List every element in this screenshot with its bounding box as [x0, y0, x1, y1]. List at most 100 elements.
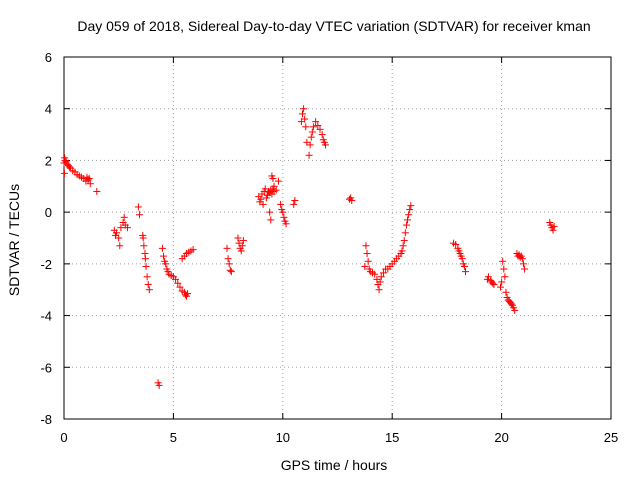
data-point	[117, 224, 125, 232]
data-point	[379, 269, 387, 277]
data-point	[362, 242, 370, 250]
data-point	[234, 234, 242, 242]
data-point	[227, 268, 235, 276]
data-point	[279, 208, 287, 216]
data-point	[238, 242, 246, 250]
data-point	[139, 234, 147, 242]
data-point	[550, 222, 558, 230]
data-point	[172, 275, 180, 283]
data-point	[348, 197, 356, 205]
x-tick-label: 20	[494, 430, 508, 445]
data-point	[142, 262, 150, 270]
data-point	[239, 237, 247, 245]
data-point	[266, 208, 274, 216]
data-point	[452, 240, 460, 248]
data-point	[160, 252, 168, 260]
y-axis: -8 -6 -4 -2 0 2 4 6	[40, 50, 611, 427]
chart-title: Day 059 of 2018, Sidereal Day-to-day VTE…	[77, 18, 590, 34]
data-point	[145, 286, 153, 294]
data-point	[162, 260, 170, 268]
data-series-sdtvar	[60, 105, 558, 389]
y-tick-label: 2	[45, 153, 52, 168]
data-point	[291, 197, 299, 205]
data-point	[376, 278, 384, 286]
data-point	[93, 187, 101, 195]
data-point	[135, 211, 143, 219]
data-point	[407, 202, 415, 210]
data-point	[223, 244, 231, 252]
x-tick-label: 5	[170, 430, 177, 445]
data-point	[377, 273, 385, 281]
data-point	[371, 270, 379, 278]
data-point	[144, 281, 152, 289]
data-point	[497, 283, 505, 291]
data-point	[399, 242, 407, 250]
data-point	[174, 279, 182, 287]
data-point	[458, 255, 466, 263]
data-point	[502, 288, 510, 296]
data-point	[143, 273, 151, 281]
data-point	[507, 300, 515, 308]
data-point	[460, 262, 468, 270]
data-point	[257, 195, 265, 203]
data-point	[226, 266, 234, 274]
data-point	[401, 229, 409, 237]
data-point	[272, 186, 280, 194]
data-point	[300, 105, 308, 113]
x-tick-label: 0	[60, 430, 67, 445]
data-point	[501, 273, 509, 281]
data-point	[484, 273, 492, 281]
data-point	[237, 247, 245, 255]
data-point	[521, 265, 529, 273]
data-point	[61, 154, 69, 162]
data-point	[312, 118, 320, 126]
y-tick-label: 0	[45, 205, 52, 220]
data-point	[305, 151, 313, 159]
data-point	[498, 278, 506, 286]
data-point	[84, 176, 92, 184]
data-point	[116, 242, 124, 250]
data-point	[519, 260, 527, 268]
data-point	[140, 242, 148, 250]
y-tick-label: -8	[40, 412, 52, 427]
y-tick-label: -4	[40, 309, 52, 324]
data-point	[189, 246, 197, 254]
data-point	[306, 141, 314, 149]
data-point	[321, 141, 329, 149]
x-axis-label: GPS time / hours	[281, 457, 388, 473]
data-point	[499, 257, 507, 265]
gridlines	[64, 57, 611, 419]
data-point	[490, 281, 498, 289]
y-axis-label: SDTVAR / TECUs	[6, 184, 22, 296]
data-point	[113, 229, 121, 237]
x-axis: 0 5 10 15 20 25	[60, 57, 618, 445]
x-tick-label: 25	[604, 430, 618, 445]
data-point	[120, 213, 128, 221]
data-point	[290, 200, 298, 208]
data-point	[398, 247, 406, 255]
data-point	[308, 128, 316, 136]
data-point	[280, 213, 288, 221]
data-point	[500, 265, 508, 273]
data-point	[402, 221, 410, 229]
data-point	[318, 131, 326, 139]
data-point	[400, 237, 408, 245]
data-point	[141, 255, 149, 263]
y-tick-label: 6	[45, 50, 52, 65]
data-point	[184, 290, 192, 298]
data-point	[158, 244, 166, 252]
data-point	[406, 206, 414, 214]
data-point	[405, 211, 413, 219]
data-point	[115, 234, 123, 242]
data-point	[225, 260, 233, 268]
data-point	[134, 203, 142, 211]
data-point	[363, 250, 371, 258]
data-point	[267, 216, 275, 224]
data-point	[309, 123, 317, 131]
data-point	[176, 283, 184, 291]
x-tick-label: 10	[276, 430, 290, 445]
data-point	[270, 182, 278, 190]
data-point	[123, 224, 131, 232]
data-point	[274, 177, 282, 185]
